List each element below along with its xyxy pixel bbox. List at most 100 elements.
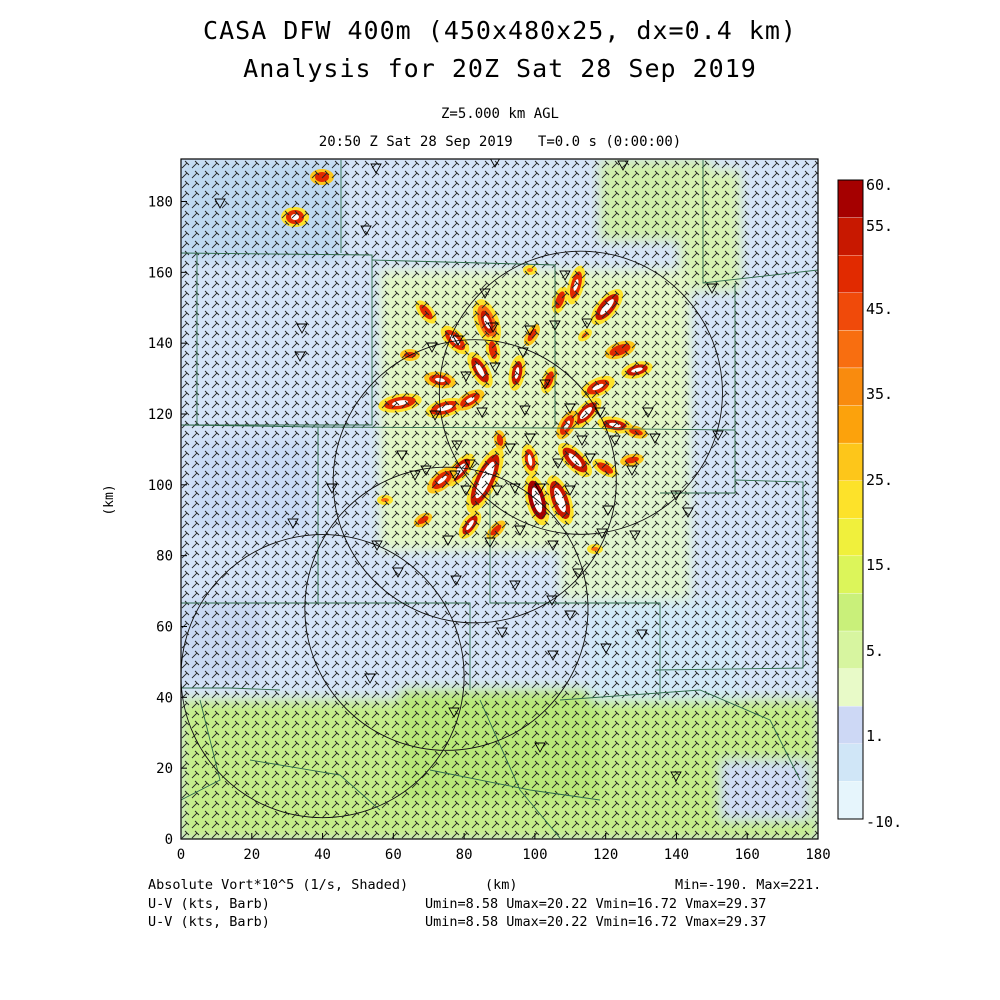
station-marker-icon: [629, 530, 641, 541]
colorbar-swatch: [837, 255, 864, 293]
y-tick-label: 100: [148, 478, 173, 494]
station-marker-icon: [487, 322, 499, 333]
x-tick-label: 180: [805, 847, 830, 863]
colorbar-swatch: [837, 706, 864, 744]
colorbar-swatch: [837, 555, 864, 594]
station-marker-icon: [547, 540, 559, 551]
min-max-label: Min=-190. Max=221.: [675, 877, 822, 893]
station-marker-icon: [602, 505, 614, 516]
colorbar-swatch: [837, 593, 864, 632]
x-tick-label: 160: [735, 847, 760, 863]
station-marker-icon: [670, 771, 682, 782]
y-tick-label: 20: [156, 761, 173, 777]
y-tick-label: 120: [148, 407, 173, 423]
colorbar-swatch: [837, 781, 864, 820]
station-marker-icon: [564, 610, 576, 621]
wind-label-2: U-V (kts, Barb): [148, 914, 270, 930]
x-tick-label: 100: [522, 847, 547, 863]
station-marker-icon: [572, 568, 584, 579]
station-marker-icon: [549, 320, 561, 331]
station-marker-icon: [460, 485, 472, 496]
station-marker-icon: [509, 580, 521, 591]
y-tick-label: 40: [156, 690, 173, 706]
station-marker-icon: [534, 742, 546, 753]
station-marker-icon: [564, 403, 576, 414]
station-markers: [214, 159, 724, 782]
station-marker-icon: [617, 160, 629, 171]
station-marker-icon: [547, 650, 559, 661]
station-marker-icon: [491, 485, 503, 496]
station-marker-icon: [287, 518, 299, 529]
station-marker-icon: [581, 318, 593, 329]
wind-stats-1: Umin=8.58 Umax=20.22 Vmin=16.72 Vmax=29.…: [425, 896, 767, 912]
colorbar-swatch: [837, 367, 864, 406]
radar-range-ring: [332, 339, 617, 624]
station-marker-icon: [524, 325, 536, 336]
x-axis-label: (km): [485, 877, 518, 893]
station-marker-icon: [564, 485, 576, 496]
station-marker-icon: [626, 465, 638, 476]
station-marker-icon: [584, 453, 596, 464]
y-tick-label: 60: [156, 620, 173, 636]
colorbar-swatch: [837, 179, 864, 218]
radar-range-rings: [181, 250, 723, 819]
x-tick-label: 140: [664, 847, 689, 863]
station-marker-icon: [534, 483, 546, 494]
x-tick-label: 80: [456, 847, 473, 863]
station-marker-icon: [451, 440, 463, 451]
colorbar-swatch: [837, 743, 864, 782]
station-marker-icon: [420, 465, 432, 476]
station-marker-icon: [509, 483, 521, 494]
level-label: Z=5.000 km AGL: [440, 106, 559, 122]
colorbar-label: 15.: [866, 556, 893, 574]
colorbar-label: 60.: [866, 176, 893, 194]
colorbar-swatch: [837, 442, 864, 481]
station-marker-icon: [489, 362, 501, 373]
y-tick-label: 180: [148, 195, 173, 211]
y-axis: 0 20 40 60 80 100 120 140 160 180: [148, 195, 187, 848]
station-marker-icon: [600, 643, 612, 654]
station-marker-icon: [670, 490, 682, 501]
station-marker-icon: [448, 707, 460, 718]
station-marker-icon: [464, 459, 476, 470]
station-marker-icon: [552, 458, 564, 469]
station-marker-icon: [546, 595, 558, 606]
station-marker-icon: [649, 433, 661, 444]
radar-range-ring: [304, 466, 589, 751]
colorbar-label: 5.: [866, 642, 884, 660]
station-marker-icon: [370, 163, 382, 174]
timestamp-label: 20:50 Z Sat 28 Sep 2019 T=0.0 s (0:00:00…: [318, 134, 682, 150]
colorbar-swatch: [837, 630, 864, 669]
station-marker-icon: [452, 335, 464, 346]
wind-stats-2: Umin=8.58 Umax=20.22 Vmin=16.72 Vmax=29.…: [425, 914, 767, 930]
x-axis: 0 20 40 60 80 100 120 140 160 180: [177, 833, 831, 863]
station-marker-icon: [706, 283, 718, 294]
y-tick-label: 160: [148, 265, 173, 281]
y-axis-label: (km): [102, 484, 117, 515]
station-marker-icon: [517, 347, 529, 358]
station-marker-icon: [214, 198, 226, 209]
station-marker-icon: [326, 483, 338, 494]
x-tick-label: 40: [314, 847, 331, 863]
x-tick-label: 0: [177, 847, 185, 863]
station-marker-icon: [514, 525, 526, 536]
station-marker-icon: [426, 342, 438, 353]
station-marker-icon: [409, 470, 421, 481]
station-marker-icon: [484, 537, 496, 548]
station-marker-icon: [360, 225, 372, 236]
station-marker-icon: [559, 270, 571, 281]
wind-label-1: U-V (kts, Barb): [148, 896, 270, 912]
station-marker-icon: [504, 443, 516, 454]
station-marker-icon: [524, 433, 536, 444]
field-label: Absolute Vort*10^5 (1/s, Shaded): [148, 877, 409, 893]
station-marker-icon: [450, 575, 462, 586]
station-marker-icon: [539, 379, 551, 390]
colorbar-label: -10.: [866, 813, 902, 831]
colorbar-label: 1.: [866, 727, 884, 745]
colorbar-swatch: [837, 217, 864, 256]
colorbar: 60. 55. 45. 35. 25. 15. 5. 1. -10.: [837, 176, 902, 831]
wind-barbs: [181, 159, 818, 839]
y-tick-label: 0: [165, 832, 173, 848]
colorbar-label: 25.: [866, 471, 893, 489]
